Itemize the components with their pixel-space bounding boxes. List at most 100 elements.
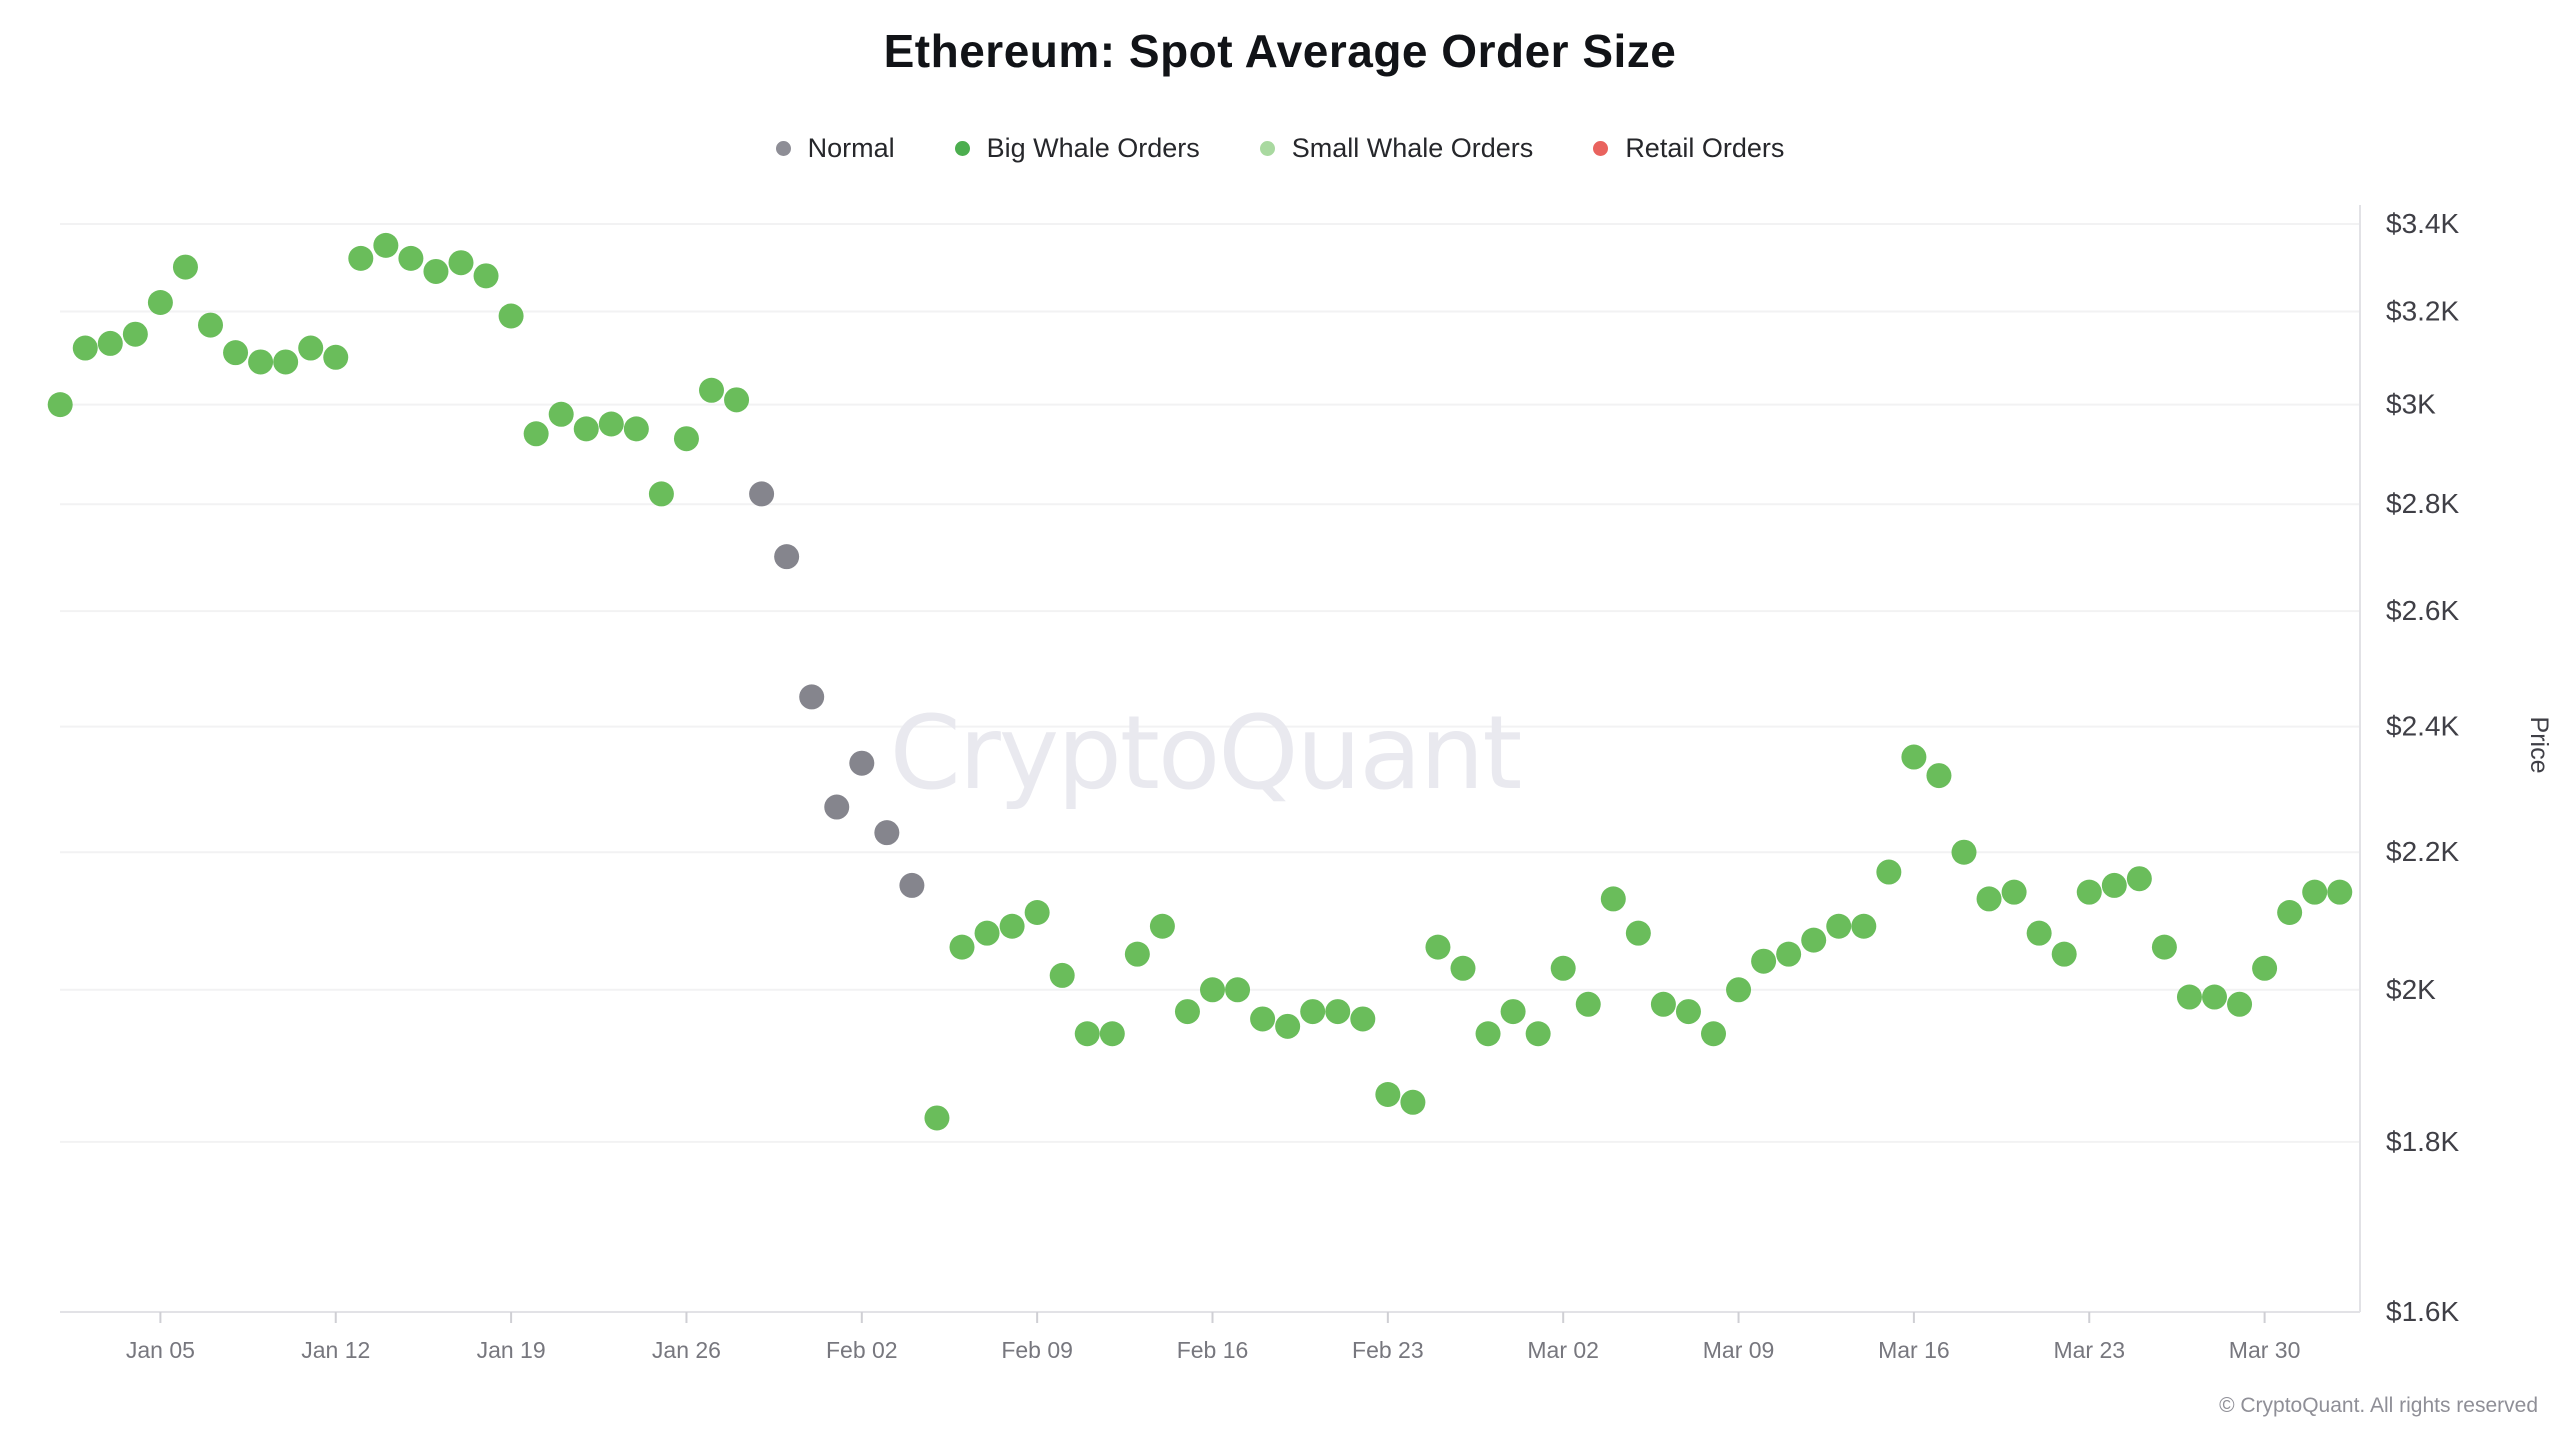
data-point-big_whale[interactable] <box>1200 977 1225 1003</box>
data-point-big_whale[interactable] <box>448 250 474 276</box>
data-point-big_whale[interactable] <box>198 312 223 338</box>
data-point-big_whale[interactable] <box>974 920 1000 946</box>
legend-item-small-whale-orders[interactable]: Small Whale Orders <box>1259 132 1534 164</box>
data-point-big_whale[interactable] <box>1149 913 1175 939</box>
page-title: Ethereum: Spot Average Order Size <box>883 25 1677 77</box>
data-point-big_whale[interactable] <box>1275 1013 1301 1039</box>
data-point-big_whale[interactable] <box>673 426 699 452</box>
data-point-big_whale[interactable] <box>1425 934 1451 960</box>
data-point-big_whale[interactable] <box>1650 991 1676 1017</box>
data-point-big_whale[interactable] <box>1024 900 1050 926</box>
legend-item-label: Small Whale Orders <box>1291 132 1534 163</box>
data-point-big_whale[interactable] <box>2227 991 2253 1017</box>
data-point-big_whale[interactable] <box>2202 984 2227 1010</box>
data-point-big_whale[interactable] <box>949 934 975 960</box>
data-point-big_whale[interactable] <box>1876 859 1902 885</box>
data-point-big_whale[interactable] <box>473 263 499 289</box>
data-point-big_whale[interactable] <box>423 258 449 284</box>
legend-item-normal[interactable]: Normal <box>775 133 895 164</box>
data-point-big_whale[interactable] <box>573 416 599 442</box>
data-point-big_whale[interactable] <box>1049 962 1075 988</box>
data-point-big_whale[interactable] <box>2076 879 2102 905</box>
data-point-big_whale[interactable] <box>1300 999 1326 1025</box>
legend-item-retail-orders[interactable]: Retail Orders <box>1593 133 1784 164</box>
data-point-big_whale[interactable] <box>1124 941 1150 967</box>
data-point-big_whale[interactable] <box>999 913 1025 939</box>
data-point-normal[interactable] <box>849 750 875 776</box>
data-point-big_whale[interactable] <box>2176 984 2202 1010</box>
data-point-normal[interactable] <box>774 544 800 570</box>
data-point-big_whale[interactable] <box>648 481 674 507</box>
data-point-big_whale[interactable] <box>924 1105 950 1131</box>
data-point-big_whale[interactable] <box>1174 999 1200 1025</box>
data-point-big_whale[interactable] <box>373 232 399 258</box>
data-point-big_whale[interactable] <box>1450 955 1476 981</box>
data-point-big_whale[interactable] <box>1475 1021 1501 1047</box>
data-point-big_whale[interactable] <box>1801 927 1827 953</box>
data-point-big_whale[interactable] <box>623 416 649 442</box>
data-point-big_whale[interactable] <box>47 392 73 418</box>
data-point-big_whale[interactable] <box>1525 1021 1551 1047</box>
data-point-big_whale[interactable] <box>2327 879 2353 905</box>
data-point-big_whale[interactable] <box>724 387 750 413</box>
legend-item-big-whale-orders[interactable]: Big Whale Orders <box>954 133 1200 164</box>
data-point-big_whale[interactable] <box>1901 744 1927 770</box>
data-point-big_whale[interactable] <box>2151 934 2177 960</box>
data-point-big_whale[interactable] <box>323 344 349 370</box>
data-point-big_whale[interactable] <box>1625 920 1651 946</box>
data-point-big_whale[interactable] <box>2302 879 2328 905</box>
data-point-big_whale[interactable] <box>2277 900 2303 926</box>
data-point-big_whale[interactable] <box>273 349 299 375</box>
data-point-big_whale[interactable] <box>122 321 148 347</box>
data-point-big_whale[interactable] <box>1951 839 1977 865</box>
data-point-normal[interactable] <box>899 872 925 898</box>
data-point-big_whale[interactable] <box>172 254 198 280</box>
data-point-big_whale[interactable] <box>2126 866 2152 892</box>
data-point-big_whale[interactable] <box>223 340 249 366</box>
data-point-big_whale[interactable] <box>1600 886 1626 912</box>
data-point-big_whale[interactable] <box>398 245 424 271</box>
data-point-big_whale[interactable] <box>523 421 549 447</box>
data-point-big_whale[interactable] <box>1400 1089 1426 1115</box>
data-point-big_whale[interactable] <box>598 411 624 437</box>
data-point-big_whale[interactable] <box>348 245 374 271</box>
data-point-big_whale[interactable] <box>1375 1082 1401 1108</box>
data-point-big_whale[interactable] <box>2252 955 2278 981</box>
data-point-big_whale[interactable] <box>147 289 173 315</box>
data-point-big_whale[interactable] <box>1701 1021 1726 1047</box>
x-axis-tick-label: Jan 26 <box>652 1337 721 1363</box>
data-point-normal[interactable] <box>749 481 775 507</box>
data-point-big_whale[interactable] <box>498 303 524 329</box>
data-point-big_whale[interactable] <box>2051 941 2077 967</box>
data-point-big_whale[interactable] <box>1976 886 2002 912</box>
data-point-big_whale[interactable] <box>1325 999 1351 1025</box>
data-point-big_whale[interactable] <box>1074 1021 1100 1047</box>
data-point-big_whale[interactable] <box>1550 955 1576 981</box>
data-point-big_whale[interactable] <box>248 349 274 375</box>
data-point-big_whale[interactable] <box>1926 763 1952 789</box>
data-point-big_whale[interactable] <box>2026 920 2052 946</box>
data-point-big_whale[interactable] <box>1099 1021 1125 1047</box>
data-point-big_whale[interactable] <box>1776 941 1802 967</box>
data-point-big_whale[interactable] <box>97 330 123 356</box>
data-point-big_whale[interactable] <box>1250 1006 1276 1032</box>
data-point-big_whale[interactable] <box>72 335 98 361</box>
data-point-big_whale[interactable] <box>1751 948 1777 974</box>
data-point-big_whale[interactable] <box>1575 991 1601 1017</box>
data-point-big_whale[interactable] <box>2001 879 2027 905</box>
data-point-big_whale[interactable] <box>699 377 724 403</box>
data-point-normal[interactable] <box>874 820 900 846</box>
data-point-big_whale[interactable] <box>2101 872 2127 898</box>
data-point-big_whale[interactable] <box>1350 1006 1376 1032</box>
data-point-big_whale[interactable] <box>1225 977 1251 1003</box>
data-point-big_whale[interactable] <box>548 401 574 427</box>
data-point-big_whale[interactable] <box>1851 913 1877 939</box>
data-point-big_whale[interactable] <box>1675 999 1701 1025</box>
data-point-big_whale[interactable] <box>1826 913 1852 939</box>
data-point-normal[interactable] <box>799 684 825 710</box>
data-point-big_whale[interactable] <box>298 335 324 361</box>
data-point-normal[interactable] <box>824 794 850 820</box>
data-point-big_whale[interactable] <box>1726 977 1752 1003</box>
data-point-big_whale[interactable] <box>1500 999 1526 1025</box>
